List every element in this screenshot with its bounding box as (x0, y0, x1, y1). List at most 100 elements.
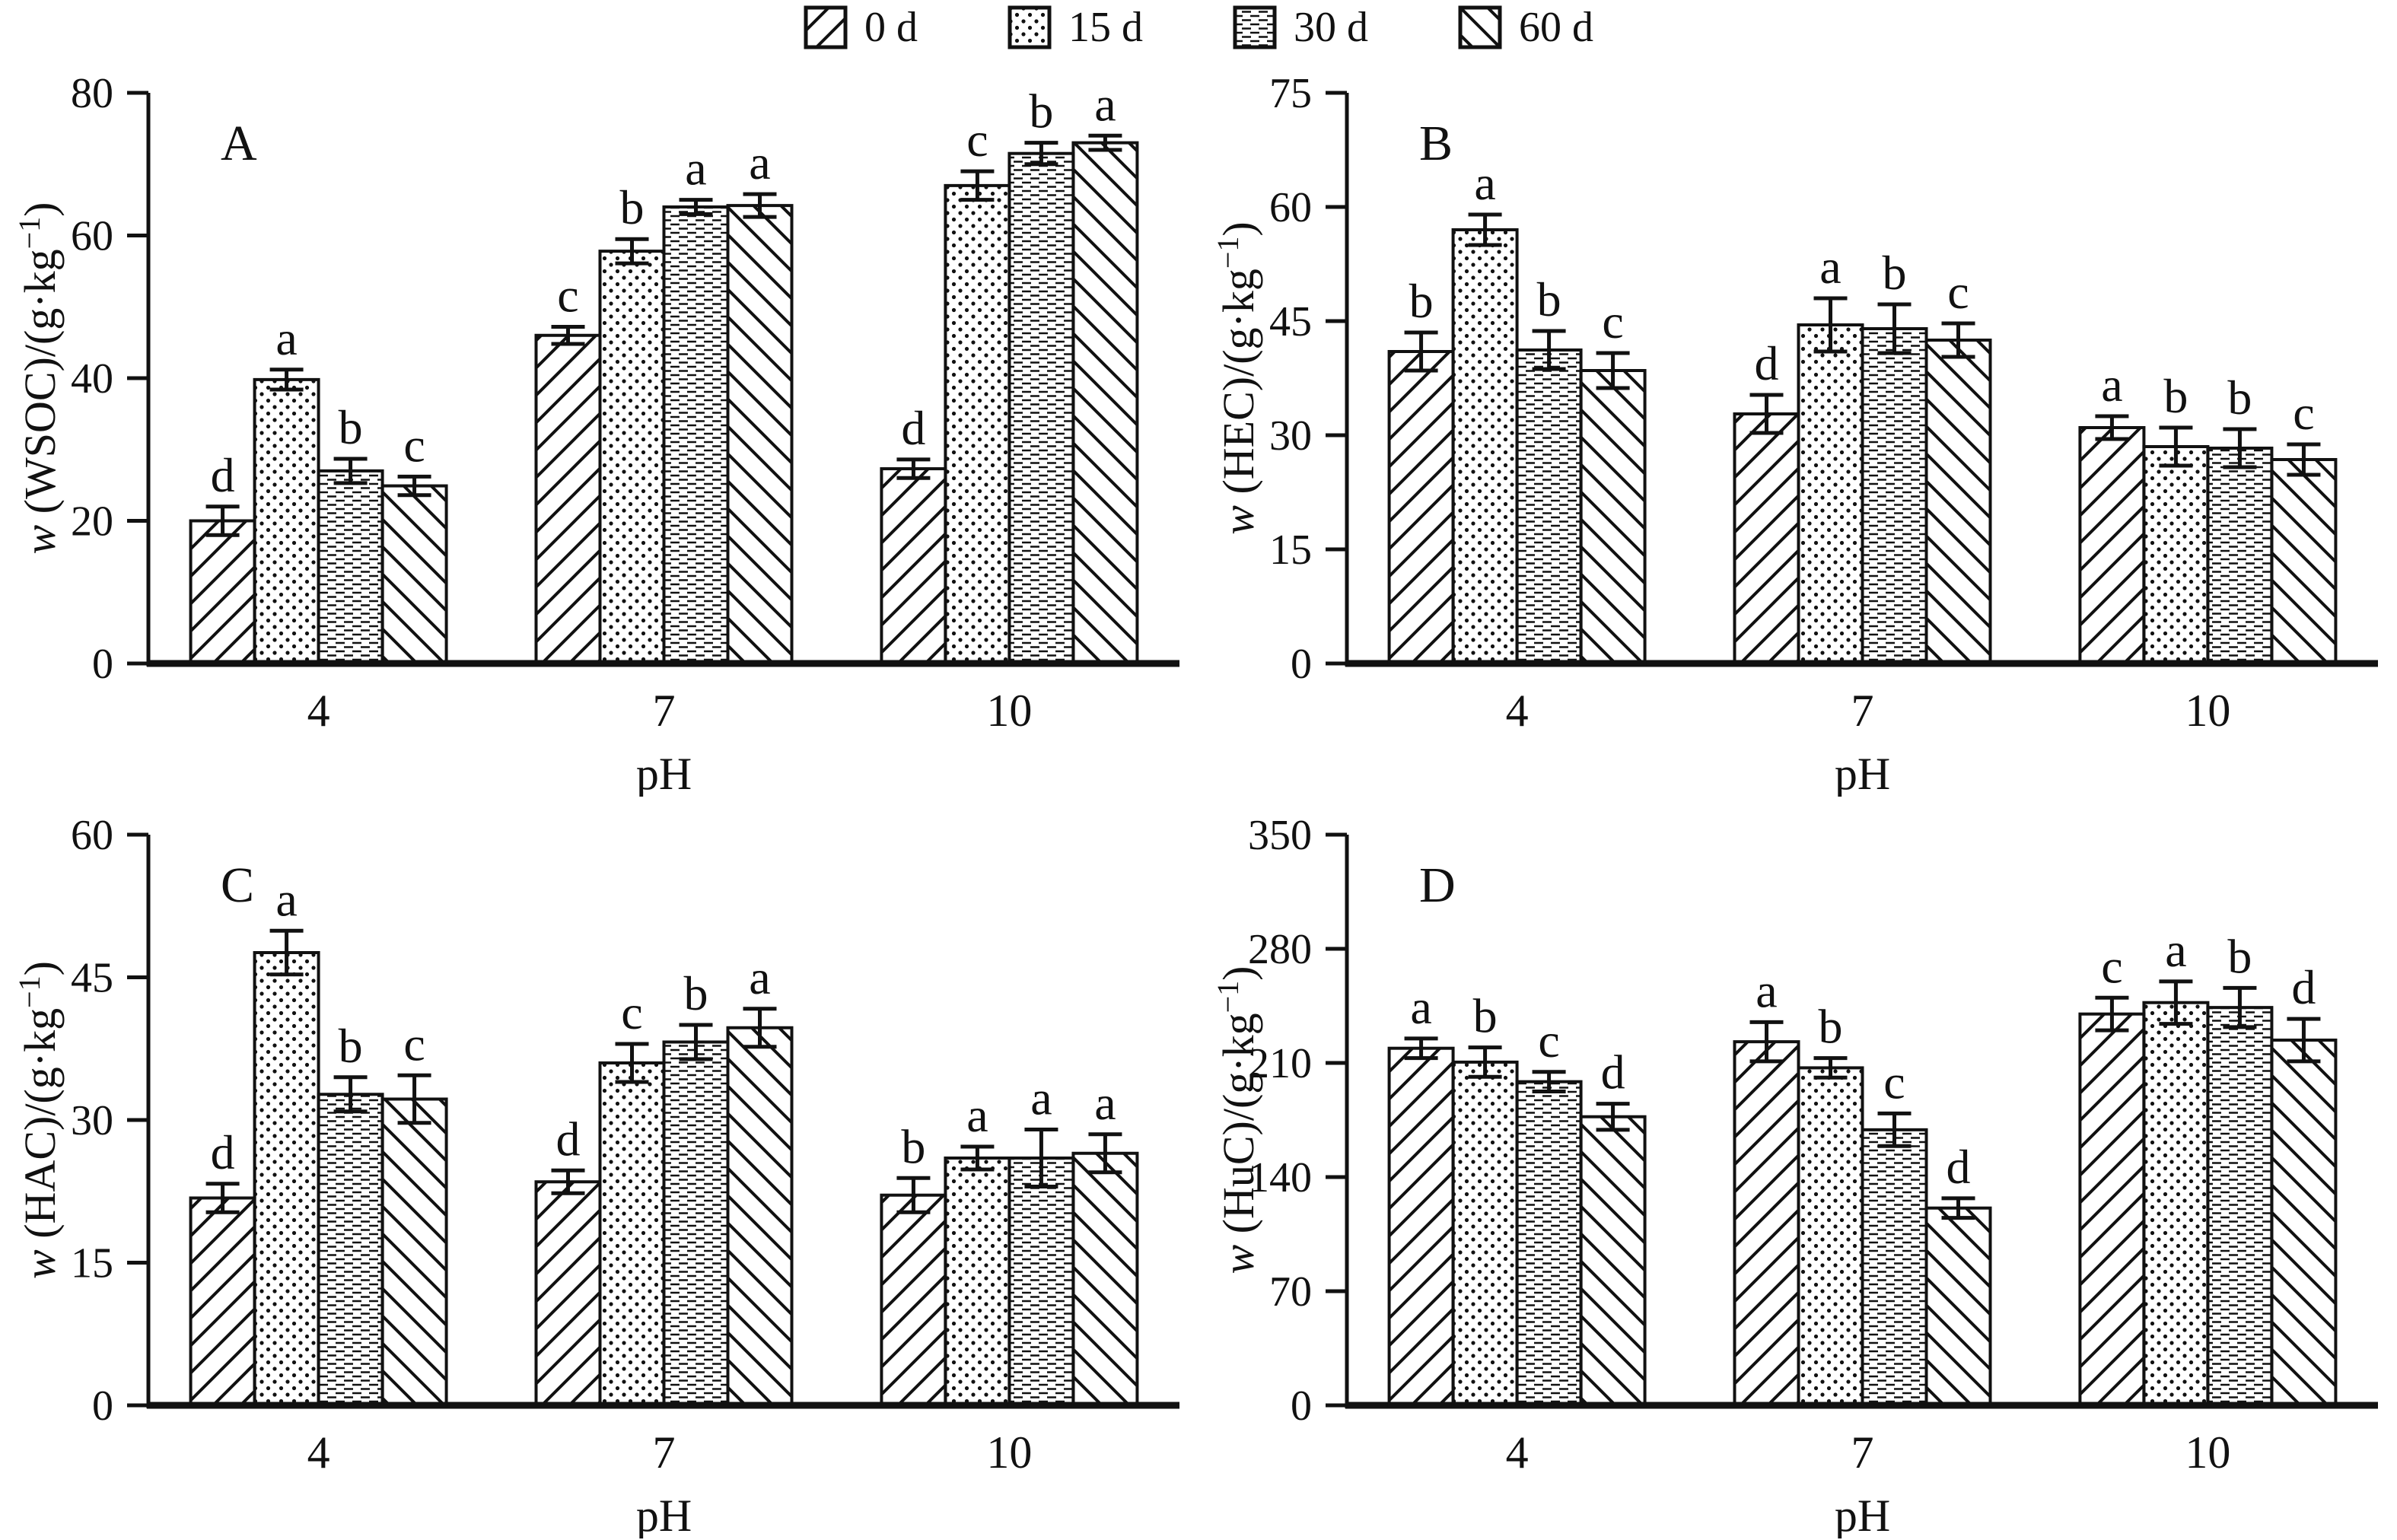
y-tick-label: 40 (71, 355, 113, 402)
bar-C-pH4-0d (189, 1196, 256, 1407)
legend-item-15d: 15 d (1008, 5, 1143, 49)
significance-letter: b (2227, 929, 2252, 983)
error-bar (1877, 302, 1912, 355)
error-bar (205, 1182, 240, 1214)
significance-letter: b (684, 966, 708, 1020)
significance-letter: a (1756, 963, 1777, 1017)
bar-D-pH10-60d (2270, 1039, 2338, 1407)
bar-D-pH7-15d (1797, 1066, 1864, 1407)
significance-letter: c (1602, 294, 1623, 348)
bar-B-pH4-30d (1515, 348, 1583, 665)
y-tick-label: 15 (1269, 527, 1312, 574)
bar-B-pH7-0d (1733, 412, 1800, 665)
error-bar (1941, 1196, 1975, 1220)
bar-C-pH7-0d (534, 1180, 602, 1407)
bar-A-pH10-15d (944, 183, 1011, 665)
error-bar (2223, 985, 2257, 1029)
significance-letter: a (1030, 1071, 1052, 1125)
x-axis-label: pH (636, 1491, 692, 1538)
y-tick-label: 350 (1248, 812, 1312, 859)
bar-D-pH10-30d (2206, 1006, 2274, 1407)
bar-D-pH7-0d (1733, 1040, 1800, 1407)
significance-letter: c (621, 985, 642, 1039)
significance-letter: d (211, 1125, 235, 1179)
error-bar (1532, 1070, 1566, 1093)
bar-D-pH7-60d (1924, 1206, 1992, 1407)
panel-C: 0 15 30 45 60 w (HAC)/(g·kg−1) C 4 d a b c 7 d c b a 10 b a… (0, 797, 1198, 1540)
significance-letter: c (403, 1017, 425, 1071)
bar-A-pH10-60d (1071, 141, 1139, 665)
y-tick-label: 60 (71, 812, 113, 859)
significance-letter: d (1601, 1045, 1625, 1099)
y-tick-label: 0 (1291, 1382, 1312, 1430)
bar-B-pH4-15d (1451, 228, 1519, 665)
error-bar (960, 1144, 995, 1172)
significance-letter: d (1755, 336, 1779, 390)
error-bar (2159, 425, 2193, 468)
y-tick-label: 80 (71, 70, 113, 117)
bar-D-pH4-15d (1451, 1060, 1519, 1407)
panel-letter: A (221, 116, 257, 171)
legend-swatch-hatch-forward (804, 5, 848, 49)
y-axis-label: w (HuC)/(g·kg−1) (1211, 966, 1263, 1274)
significance-letter: b (620, 180, 645, 234)
significance-letter: b (1537, 272, 1561, 326)
bar-D-pH7-30d (1861, 1128, 1928, 1407)
bar-A-pH7-30d (662, 205, 730, 665)
significance-letter: c (966, 113, 988, 167)
y-tick-label: 15 (71, 1240, 113, 1287)
y-tick-label: 280 (1248, 926, 1312, 973)
error-bar (743, 192, 777, 219)
significance-letter: d (211, 448, 235, 502)
y-tick-label: 45 (71, 955, 113, 1002)
legend-label: 30 d (1294, 4, 1368, 51)
error-bar (896, 457, 931, 480)
legend-label: 0 d (864, 4, 918, 51)
legend-swatch-hatch-back (1458, 5, 1502, 49)
bar-D-pH4-30d (1515, 1080, 1583, 1407)
significance-letter: a (1819, 240, 1841, 294)
error-bar (896, 1176, 931, 1214)
significance-letter: a (1410, 980, 1431, 1034)
x-category-label: 10 (986, 1427, 1032, 1478)
error-bar (679, 1023, 713, 1061)
significance-letter: d (2291, 960, 2316, 1014)
y-tick-label: 0 (1291, 641, 1312, 688)
y-axis-label: w (WSOC)/(g·kg−1) (12, 202, 65, 554)
bar-A-pH4-60d (380, 484, 448, 665)
bar-C-pH4-15d (253, 951, 320, 1407)
significance-letter: a (1094, 77, 1116, 131)
error-bar (2095, 414, 2129, 441)
y-axis-label: w (HAC)/(g·kg−1) (12, 961, 65, 1279)
error-bar (1813, 1056, 1848, 1080)
x-axis-label: pH (1835, 1491, 1890, 1538)
bar-B-pH4-60d (1579, 369, 1647, 665)
y-tick-label: 20 (71, 498, 113, 546)
y-tick-label: 0 (92, 641, 113, 688)
panel-D: 0 70 140 210 280 350 w (HuC)/(g·kg−1) D 4 a b c d 7 a b… (1198, 797, 2397, 1540)
panels-grid: 0 20 40 60 80 w (WSOC)/(g·kg−1) A 4 d a b c 7 c b a a 10 d… (0, 55, 2397, 1540)
bar-A-pH4-0d (189, 519, 256, 665)
legend-item-30d: 30 d (1233, 5, 1368, 49)
bar-B-pH10-60d (2270, 458, 2338, 665)
panel-letter: C (221, 858, 254, 913)
bar-B-pH10-30d (2206, 447, 2274, 665)
error-bar (1749, 1020, 1784, 1064)
bar-C-pH10-0d (880, 1193, 947, 1407)
bar-C-pH7-30d (662, 1040, 730, 1407)
x-category-label: 7 (653, 686, 676, 736)
x-axis-label: pH (1835, 749, 1890, 797)
significance-letter: b (1819, 1000, 1843, 1054)
error-bar (1404, 330, 1438, 373)
significance-letter: d (901, 401, 925, 455)
bar-C-pH4-60d (380, 1097, 448, 1407)
significance-letter: a (275, 311, 297, 365)
bar-B-pH10-15d (2142, 445, 2210, 665)
significance-letter: a (2101, 358, 2122, 412)
error-bar (205, 504, 240, 537)
error-bar (1596, 351, 1630, 390)
significance-letter: c (1883, 1055, 1905, 1109)
x-category-label: 7 (1851, 1427, 1874, 1478)
